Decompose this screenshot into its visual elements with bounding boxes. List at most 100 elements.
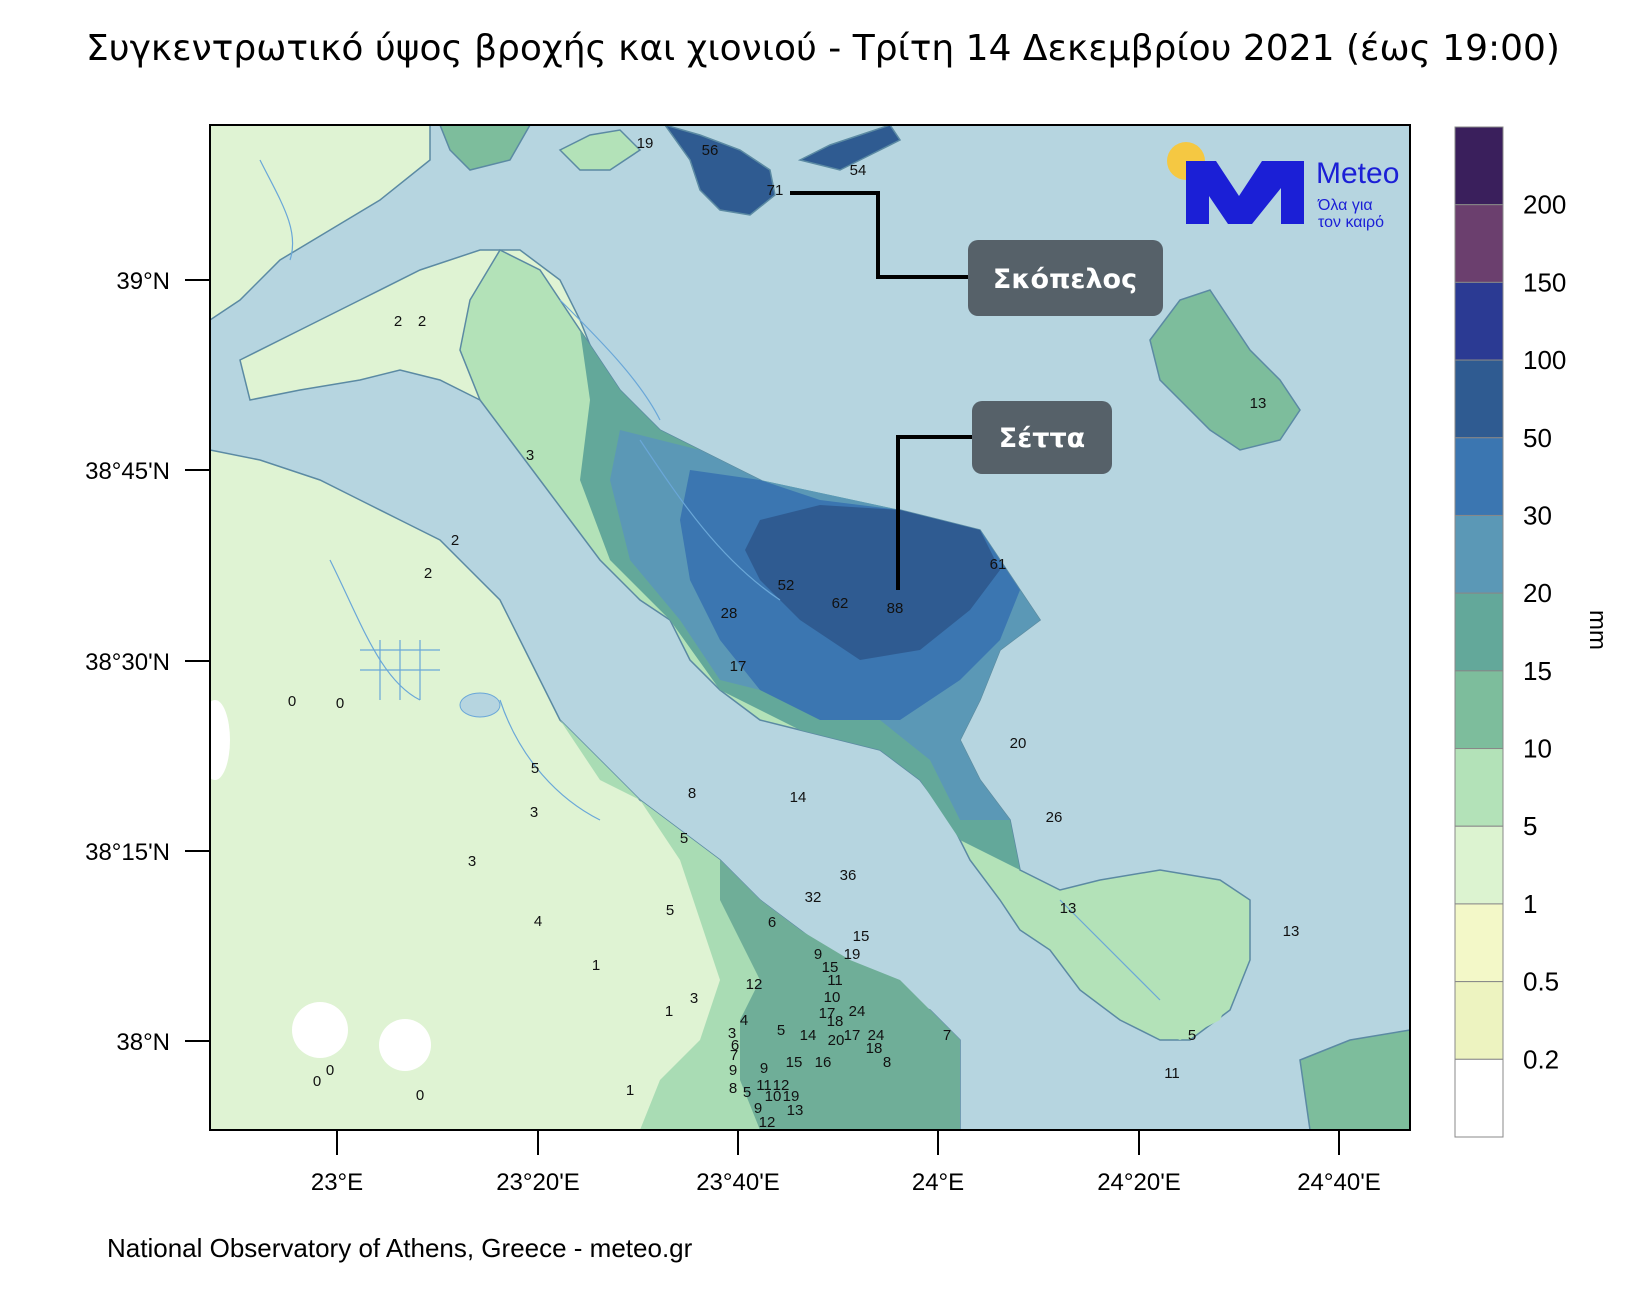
lat-tick-label: 39°N bbox=[116, 268, 170, 295]
colorbar-swatch bbox=[1454, 204, 1504, 283]
lon-tick-label: 23°40'E bbox=[696, 1169, 780, 1196]
station-value: 28 bbox=[721, 605, 738, 622]
callout-label: Σκόπελος bbox=[993, 264, 1137, 295]
station-value: 5 bbox=[777, 1022, 785, 1039]
station-value: 7 bbox=[943, 1027, 951, 1044]
station-value: 6 bbox=[731, 1037, 739, 1054]
rivers bbox=[259, 159, 1161, 1001]
lon-tick-label: 23°E bbox=[311, 1169, 363, 1196]
lat-tick-label: 38°45'N bbox=[85, 458, 170, 485]
station-values: 19 56 54 71 2 2 3 2 2 52 62 88 61 28 17 … bbox=[288, 135, 1300, 1131]
station-value: 0 bbox=[288, 693, 296, 710]
colorbar-swatch bbox=[1454, 514, 1504, 594]
station-value: 1 bbox=[665, 1003, 673, 1020]
station-value: 56 bbox=[702, 142, 719, 159]
callout-setta: Σέττα bbox=[896, 401, 1112, 590]
colorbar-level-label: 100 bbox=[1523, 345, 1566, 375]
alonissos-island bbox=[797, 125, 902, 171]
station-value: 88 bbox=[887, 600, 904, 617]
station-value: 11 bbox=[1164, 1065, 1180, 1082]
station-value: 9 bbox=[760, 1060, 768, 1077]
station-value: 11 bbox=[827, 972, 843, 989]
station-value: 8 bbox=[688, 785, 696, 802]
colorbar-swatch bbox=[1454, 592, 1504, 672]
colorbar-level-label: 10 bbox=[1523, 734, 1552, 764]
station-value: 3 bbox=[530, 804, 538, 821]
station-value: 4 bbox=[740, 1012, 748, 1029]
skiathos-island bbox=[558, 129, 642, 171]
andros-island bbox=[1299, 1029, 1410, 1130]
colorbar-level-label: 5 bbox=[1523, 811, 1537, 841]
station-value: 19 bbox=[783, 1088, 800, 1105]
station-value: 15 bbox=[853, 928, 870, 945]
station-value: 17 bbox=[819, 1005, 836, 1022]
station-value: 13 bbox=[1060, 900, 1077, 917]
station-value: 13 bbox=[1283, 923, 1300, 940]
map-area bbox=[210, 125, 1410, 1130]
footer-credit: National Observatory of Athens, Greece -… bbox=[107, 1233, 693, 1263]
station-value: 0 bbox=[416, 1087, 424, 1104]
lon-tick-label: 24°E bbox=[912, 1169, 964, 1196]
colorbar-level-label: 0.5 bbox=[1523, 967, 1559, 997]
station-value: 9 bbox=[754, 1100, 762, 1117]
lat-axis: 39°N 38°45'N 38°30'N 38°15'N 38°N bbox=[85, 268, 210, 1056]
station-value: 32 bbox=[805, 889, 822, 906]
station-value: 11 bbox=[756, 1077, 772, 1094]
station-value: 12 bbox=[759, 1114, 776, 1131]
station-value: 5 bbox=[680, 830, 688, 847]
station-value: 4 bbox=[534, 913, 542, 930]
colorbar-unit: mm bbox=[1584, 610, 1611, 650]
station-value: 19 bbox=[637, 135, 654, 152]
station-value: 36 bbox=[840, 867, 857, 884]
station-value: 3 bbox=[468, 853, 476, 870]
station-value: 12 bbox=[746, 976, 763, 993]
attica-wet-zone bbox=[720, 860, 960, 1130]
south-evia-zone-5 bbox=[1100, 900, 1240, 1040]
colorbar-level-label: 30 bbox=[1523, 500, 1552, 530]
station-value: 17 bbox=[844, 1027, 861, 1044]
station-value: 7 bbox=[730, 1047, 738, 1064]
lat-tick-label: 38°30'N bbox=[85, 649, 170, 676]
station-value: 15 bbox=[786, 1054, 803, 1071]
colorbar-level-label: 200 bbox=[1523, 190, 1566, 220]
station-value: 15 bbox=[822, 959, 839, 976]
callout-label: Σέττα bbox=[999, 423, 1085, 454]
evia-zone-50 bbox=[745, 505, 1000, 660]
colorbar-level-label: 50 bbox=[1523, 423, 1552, 453]
colorbar-level-label: 20 bbox=[1523, 578, 1552, 608]
logo-m-mark bbox=[1186, 161, 1304, 224]
colorbar-swatch bbox=[1454, 437, 1504, 516]
station-value: 8 bbox=[729, 1080, 737, 1097]
lat-tick-label: 38°15'N bbox=[85, 839, 170, 866]
station-value: 2 bbox=[424, 565, 432, 582]
station-value: 5 bbox=[666, 902, 674, 919]
lon-tick-label: 24°20'E bbox=[1097, 1169, 1181, 1196]
station-value: 10 bbox=[824, 989, 841, 1006]
station-value: 26 bbox=[1046, 809, 1063, 826]
colorbar-swatch bbox=[1454, 903, 1504, 983]
station-value: 14 bbox=[800, 1027, 817, 1044]
colorbar-swatch bbox=[1454, 825, 1504, 905]
station-value: 8 bbox=[883, 1054, 891, 1071]
colorbar: 200 150 100 50 30 20 15 10 5 1 0.5 0.2 bbox=[1454, 126, 1566, 1138]
station-value: 16 bbox=[815, 1054, 832, 1071]
station-value: 9 bbox=[729, 1062, 737, 1079]
station-value: 0 bbox=[336, 695, 344, 712]
station-value: 52 bbox=[778, 577, 795, 594]
station-value: 3 bbox=[526, 447, 534, 464]
station-value: 20 bbox=[828, 1032, 845, 1049]
colorbar-level-label: 0.2 bbox=[1523, 1044, 1559, 1074]
station-value: 20 bbox=[1010, 735, 1027, 752]
station-value: 2 bbox=[394, 313, 402, 330]
colorbar-swatch bbox=[1454, 281, 1504, 361]
station-value: 24 bbox=[868, 1027, 885, 1044]
meteo-logo: Meteo Όλα για τον καιρό bbox=[1167, 142, 1399, 231]
station-value: 12 bbox=[773, 1077, 790, 1094]
colorbar-swatch bbox=[1454, 1058, 1504, 1138]
colorbar-swatch bbox=[1454, 359, 1504, 439]
station-value: 24 bbox=[849, 1003, 866, 1020]
lat-tick-label: 38°N bbox=[116, 1029, 170, 1056]
station-value: 18 bbox=[827, 1013, 844, 1030]
station-value: 9 bbox=[814, 946, 822, 963]
